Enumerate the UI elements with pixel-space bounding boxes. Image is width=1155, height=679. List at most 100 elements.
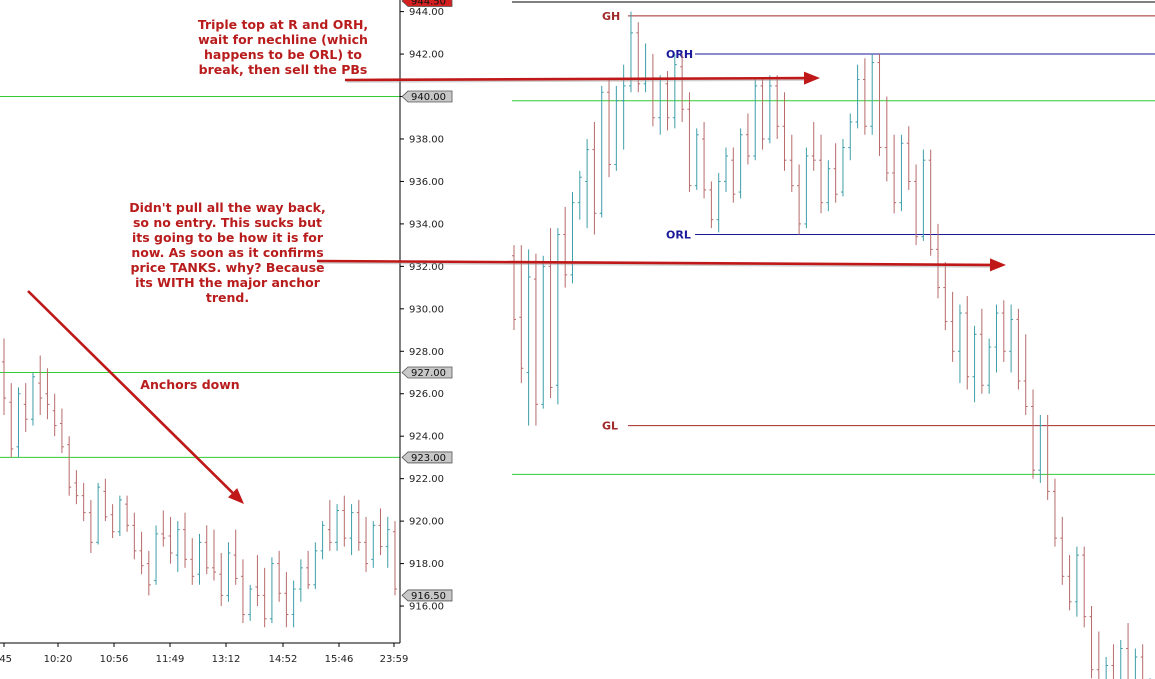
price-bar (687, 92, 692, 193)
price-bar (585, 138, 590, 229)
y-tick-label: 916.00 (409, 602, 444, 613)
price-bar (277, 550, 282, 602)
price-bar (1074, 546, 1079, 617)
price-tag: 927.00 (401, 366, 453, 379)
arrow-shaft (27, 290, 234, 494)
price-bar (313, 542, 318, 590)
price-bar (512, 245, 516, 331)
y-tick-label: 944.00 (409, 7, 444, 18)
price-bar (789, 134, 794, 193)
price-bar (936, 223, 940, 299)
price-bar (519, 245, 524, 384)
arrow-shadow (346, 78, 806, 83)
price-bar (826, 160, 831, 212)
price-bar (753, 79, 758, 161)
price-bar (906, 126, 911, 190)
price-bar (284, 572, 289, 628)
price-bar (154, 525, 159, 585)
price-bar (555, 228, 560, 405)
price-bar (563, 206, 568, 288)
level-label: GL (602, 420, 618, 433)
price-bar (957, 304, 962, 384)
price-bar (950, 291, 955, 362)
y-tick-label: 918.00 (409, 559, 444, 570)
price-bar (636, 22, 641, 93)
price-bar (74, 470, 79, 505)
arrow-shaft (316, 259, 991, 267)
price-bar (52, 393, 57, 437)
level-label: ORL (666, 229, 691, 242)
price-bar (88, 499, 93, 553)
price-bar (385, 516, 390, 568)
price-bar (702, 121, 707, 199)
price-bar (804, 147, 809, 229)
price-bar (1023, 334, 1028, 415)
price-bar (914, 164, 919, 246)
price-bar (356, 499, 361, 551)
price-bar (211, 529, 216, 581)
price-bar (371, 521, 376, 568)
arrow-head (989, 258, 1006, 272)
annotation-triple-top: Triple top at R and ORH, wait for nechli… (197, 17, 369, 77)
price-bar (694, 128, 699, 190)
price-bar (782, 92, 787, 171)
price-bar (103, 478, 108, 522)
arrow-head (803, 71, 820, 85)
price-bar (892, 134, 897, 214)
price-bar (819, 134, 824, 214)
y-tick-label: 936.00 (409, 177, 444, 188)
price-bar (81, 482, 86, 522)
price-bar (59, 408, 64, 454)
price-bar (306, 550, 311, 590)
price-bar (928, 149, 933, 256)
price-bar (349, 504, 354, 556)
price-bar (760, 79, 765, 150)
x-tick-label: 15:46 (325, 654, 354, 665)
level-label: GH (602, 10, 620, 23)
price-bar (797, 164, 802, 235)
y-tick-label: 942.00 (409, 50, 444, 61)
price-bar (1140, 644, 1144, 679)
annotation-arrows (27, 71, 1006, 504)
price-bar (643, 43, 648, 93)
price-bar (972, 325, 977, 403)
price-tag: 916.50 (401, 589, 453, 602)
price-bar (855, 64, 860, 129)
price-bar (30, 372, 35, 426)
price-bar (335, 504, 340, 551)
price-bar (775, 75, 780, 139)
price-bar (1060, 516, 1065, 585)
price-bar (298, 559, 303, 602)
price-tag: 923.00 (401, 451, 453, 464)
price-bar (226, 542, 231, 602)
price-bar (168, 516, 173, 564)
price-bar (240, 559, 245, 624)
price-bar (139, 531, 144, 575)
price-bar (724, 147, 728, 193)
price-bar (592, 121, 597, 235)
price-bar (899, 134, 904, 212)
price-bar (291, 580, 296, 628)
price-tag-shape (401, 366, 453, 379)
price-tag-label: 944.50 (411, 0, 446, 7)
price-bar (731, 147, 736, 203)
price-bar (255, 555, 260, 607)
price-bar (269, 557, 274, 624)
price-tag-label: 923.00 (411, 453, 446, 464)
price-tag-shape (401, 451, 453, 464)
price-bar (833, 143, 838, 203)
x-tick-label: 14:52 (269, 654, 298, 665)
price-bar (709, 181, 714, 229)
price-bar (1038, 414, 1043, 483)
price-bar (884, 96, 889, 182)
y-tick-label: 934.00 (409, 219, 444, 230)
price-bar (607, 79, 612, 178)
price-bar (1016, 308, 1021, 390)
price-bar (541, 255, 546, 409)
y-tick-label: 920.00 (409, 517, 444, 528)
price-bar (994, 304, 999, 373)
right-intraday-chart: GH ORH ORL GL (512, 1, 1155, 679)
price-bar (862, 58, 867, 135)
price-bar (672, 54, 677, 129)
